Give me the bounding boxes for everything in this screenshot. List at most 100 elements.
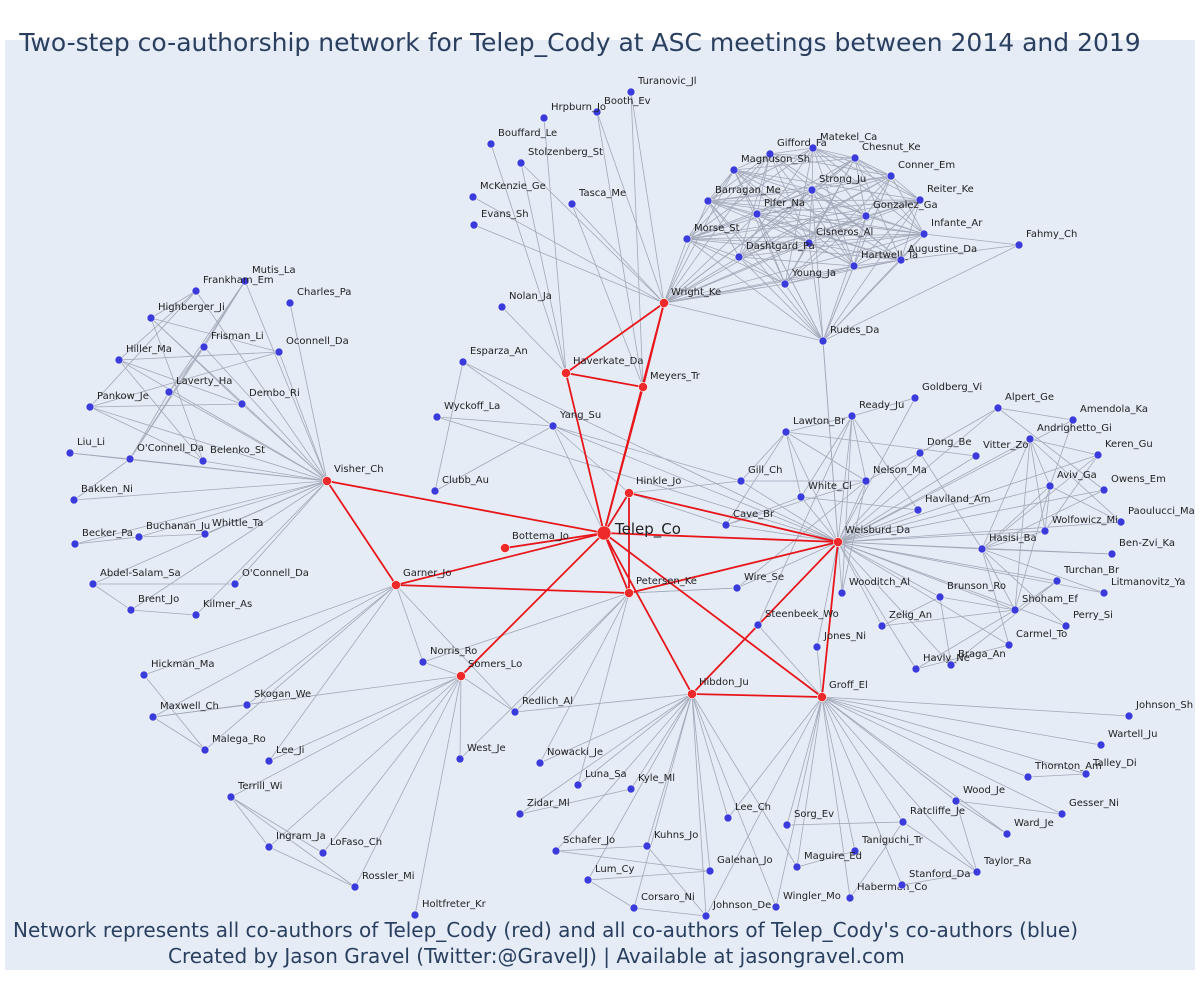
- second-step-node[interactable]: [626, 784, 636, 794]
- second-step-node[interactable]: [915, 448, 925, 458]
- second-step-node[interactable]: [125, 454, 135, 464]
- second-step-node[interactable]: [199, 342, 209, 352]
- second-step-node[interactable]: [752, 209, 762, 219]
- second-step-node[interactable]: [642, 841, 652, 851]
- second-step-node[interactable]: [1061, 621, 1071, 631]
- second-step-node[interactable]: [849, 261, 859, 271]
- second-step-node[interactable]: [469, 220, 479, 230]
- second-step-node[interactable]: [818, 336, 828, 346]
- second-step-node[interactable]: [1099, 588, 1109, 598]
- second-step-node[interactable]: [721, 520, 731, 530]
- second-step-node[interactable]: [318, 848, 328, 858]
- coauthor-node[interactable]: [624, 588, 634, 598]
- second-step-node[interactable]: [1099, 485, 1109, 495]
- second-step-node[interactable]: [753, 620, 763, 630]
- second-step-node[interactable]: [126, 605, 136, 615]
- second-step-node[interactable]: [807, 185, 817, 195]
- second-step-node[interactable]: [946, 660, 956, 670]
- second-step-node[interactable]: [237, 399, 247, 409]
- second-step-node[interactable]: [65, 448, 75, 458]
- second-step-node[interactable]: [264, 842, 274, 852]
- second-step-node[interactable]: [837, 588, 847, 598]
- second-step-node[interactable]: [191, 286, 201, 296]
- second-step-node[interactable]: [703, 196, 713, 206]
- second-step-node[interactable]: [1107, 549, 1117, 559]
- second-step-node[interactable]: [1025, 434, 1035, 444]
- second-step-node[interactable]: [971, 451, 981, 461]
- second-step-node[interactable]: [782, 820, 792, 830]
- second-step-node[interactable]: [780, 279, 790, 289]
- second-step-node[interactable]: [350, 882, 360, 892]
- second-step-node[interactable]: [1116, 517, 1126, 527]
- second-step-node[interactable]: [148, 712, 158, 722]
- second-step-node[interactable]: [497, 302, 507, 312]
- second-step-node[interactable]: [701, 911, 711, 921]
- second-step-node[interactable]: [1052, 576, 1062, 586]
- second-step-node[interactable]: [458, 357, 468, 367]
- second-step-node[interactable]: [972, 867, 982, 877]
- second-step-node[interactable]: [1093, 450, 1103, 460]
- second-step-node[interactable]: [626, 87, 636, 97]
- second-step-node[interactable]: [847, 411, 857, 421]
- second-step-node[interactable]: [274, 347, 284, 357]
- coauthor-node[interactable]: [456, 671, 466, 681]
- second-step-node[interactable]: [723, 813, 733, 823]
- second-step-node[interactable]: [915, 195, 925, 205]
- second-step-node[interactable]: [240, 276, 250, 286]
- second-step-node[interactable]: [850, 846, 860, 856]
- second-step-node[interactable]: [1068, 415, 1078, 425]
- second-step-node[interactable]: [548, 421, 558, 431]
- second-step-node[interactable]: [804, 238, 814, 248]
- second-step-node[interactable]: [993, 403, 1003, 413]
- second-step-node[interactable]: [134, 532, 144, 542]
- coauthor-node[interactable]: [659, 298, 669, 308]
- second-step-node[interactable]: [567, 199, 577, 209]
- second-step-node[interactable]: [539, 113, 549, 123]
- coauthor-node[interactable]: [561, 368, 571, 378]
- second-step-node[interactable]: [592, 107, 602, 117]
- second-step-node[interactable]: [1002, 829, 1012, 839]
- second-step-node[interactable]: [771, 902, 781, 912]
- second-step-node[interactable]: [1124, 711, 1134, 721]
- second-step-node[interactable]: [551, 846, 561, 856]
- second-step-node[interactable]: [139, 670, 149, 680]
- second-step-node[interactable]: [1081, 769, 1091, 779]
- second-step-node[interactable]: [682, 234, 692, 244]
- second-step-node[interactable]: [629, 903, 639, 913]
- second-step-node[interactable]: [1057, 809, 1067, 819]
- second-step-node[interactable]: [736, 476, 746, 486]
- second-step-node[interactable]: [583, 875, 593, 885]
- second-step-node[interactable]: [808, 143, 818, 153]
- second-step-node[interactable]: [516, 158, 526, 168]
- second-step-node[interactable]: [850, 153, 860, 163]
- second-step-node[interactable]: [285, 298, 295, 308]
- second-step-node[interactable]: [468, 192, 478, 202]
- coauthor-node[interactable]: [624, 488, 634, 498]
- second-step-node[interactable]: [897, 880, 907, 890]
- second-step-node[interactable]: [898, 817, 908, 827]
- second-step-node[interactable]: [418, 657, 428, 667]
- second-step-node[interactable]: [910, 393, 920, 403]
- second-step-node[interactable]: [913, 505, 923, 515]
- second-step-node[interactable]: [861, 476, 871, 486]
- second-step-node[interactable]: [242, 700, 252, 710]
- second-step-node[interactable]: [510, 707, 520, 717]
- coauthor-node[interactable]: [322, 476, 332, 486]
- second-step-node[interactable]: [732, 583, 742, 593]
- second-step-node[interactable]: [1010, 605, 1020, 615]
- second-step-node[interactable]: [1096, 740, 1106, 750]
- second-step-node[interactable]: [430, 486, 440, 496]
- second-step-node[interactable]: [911, 664, 921, 674]
- second-step-node[interactable]: [977, 544, 987, 554]
- second-step-node[interactable]: [198, 456, 208, 466]
- second-step-node[interactable]: [951, 796, 961, 806]
- second-step-node[interactable]: [1004, 640, 1014, 650]
- second-step-node[interactable]: [861, 211, 871, 221]
- second-step-node[interactable]: [230, 579, 240, 589]
- second-step-node[interactable]: [410, 910, 420, 920]
- second-step-node[interactable]: [919, 229, 929, 239]
- coauthor-node[interactable]: [833, 537, 843, 547]
- second-step-node[interactable]: [1014, 240, 1024, 250]
- second-step-node[interactable]: [792, 862, 802, 872]
- second-step-node[interactable]: [796, 492, 806, 502]
